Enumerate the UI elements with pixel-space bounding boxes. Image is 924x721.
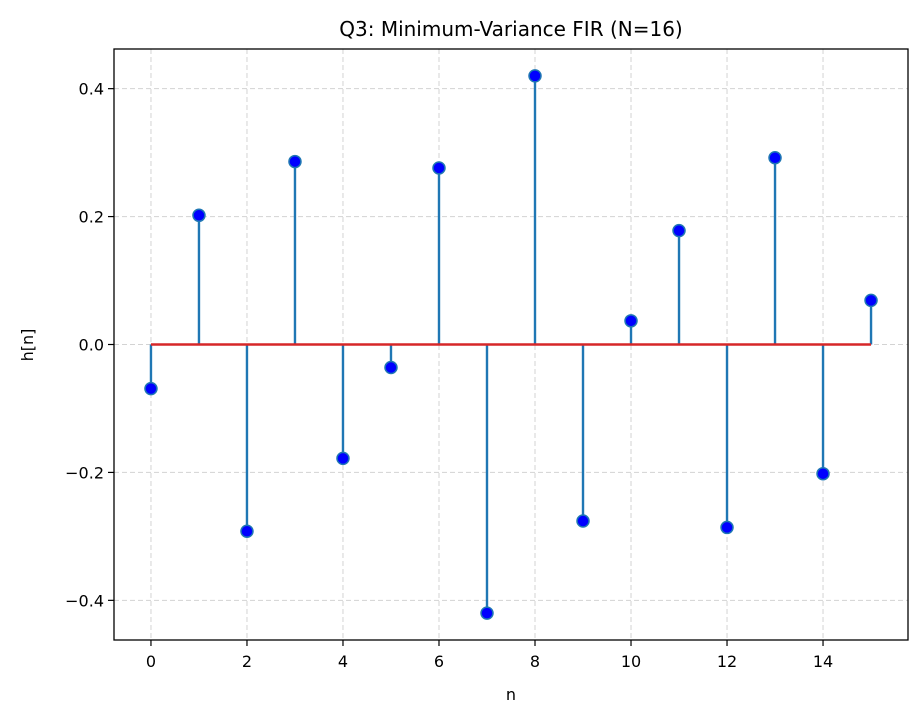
axis-ticks: 0 2 4 6 8 10 12 14 −0.4 −0.2 0.0 0.2 0.4 xyxy=(65,80,833,671)
stem-marker-14 xyxy=(816,466,830,481)
y-tick-label-1: −0.2 xyxy=(65,463,104,482)
chart-title: Q3: Minimum-Variance FIR (N=16) xyxy=(339,17,682,41)
x-tick-label-5: 10 xyxy=(621,652,641,671)
y-tick-label-3: 0.2 xyxy=(79,208,104,227)
stem-marker-3 xyxy=(288,154,302,169)
stem-marker-7 xyxy=(480,606,494,620)
stem-marker-12 xyxy=(720,520,734,535)
stem-marker-2 xyxy=(240,524,254,539)
y-tick-label-4: 0.4 xyxy=(79,80,104,99)
stem-marker-6 xyxy=(432,161,446,175)
stem-marker-10 xyxy=(624,314,638,328)
y-tick-label-2: 0.0 xyxy=(79,336,104,355)
stem-markers xyxy=(144,69,878,620)
stem-marker-5 xyxy=(384,360,398,375)
stem-marker-1 xyxy=(192,208,206,223)
x-tick-label-4: 8 xyxy=(530,652,540,671)
stem-marker-9 xyxy=(576,514,590,528)
x-tick-label-1: 2 xyxy=(242,652,252,671)
x-tick-label-7: 14 xyxy=(813,652,833,671)
stem-marker-11 xyxy=(672,223,686,238)
stem-marker-4 xyxy=(336,451,350,466)
y-axis-label: h[n] xyxy=(18,329,37,362)
x-tick-label-2: 4 xyxy=(338,652,348,671)
x-tick-label-3: 6 xyxy=(434,652,444,671)
stem-marker-8 xyxy=(528,69,542,83)
x-axis-label: n xyxy=(506,685,516,704)
stem-marker-15 xyxy=(864,293,878,308)
stem-lines xyxy=(149,75,873,614)
stem-marker-13 xyxy=(768,150,782,165)
y-tick-label-0: −0.4 xyxy=(65,591,104,610)
x-tick-label-0: 0 xyxy=(146,652,156,671)
x-tick-label-6: 12 xyxy=(717,652,737,671)
stem-marker-0 xyxy=(144,381,158,396)
